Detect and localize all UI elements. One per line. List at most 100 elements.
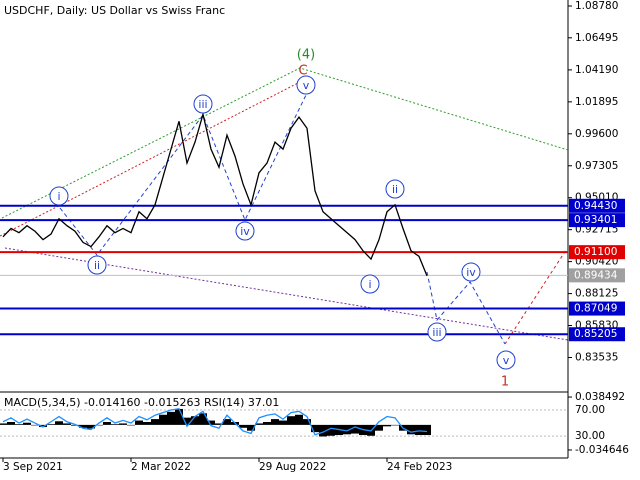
macd-bar: [167, 411, 175, 425]
wave-guide: [59, 94, 307, 256]
macd-tick-label: -0.034646: [575, 444, 629, 456]
projected-wave: [426, 271, 506, 345]
x-tick-label: 3 Sep 2021: [3, 461, 63, 473]
y-tick-label: 1.04190: [575, 64, 618, 76]
wave-circle: [427, 322, 447, 342]
wave-circle: [296, 75, 316, 95]
macd-bar: [63, 423, 71, 425]
macd-bar: [415, 424, 423, 436]
macd-bar: [247, 424, 255, 431]
wave-label: v: [503, 354, 510, 367]
macd-bar: [407, 424, 415, 435]
wave-circle: [360, 274, 380, 294]
projected-rebound: [504, 249, 567, 345]
wave-circle: [235, 221, 255, 241]
macd-bar: [7, 421, 15, 425]
macd-bar: [135, 420, 143, 425]
wave-label: i: [368, 278, 371, 291]
y-tick-label: 0.83535: [575, 351, 618, 363]
level-box: [569, 213, 625, 228]
macd-bar: [111, 424, 119, 425]
wave-circle: [49, 186, 69, 206]
indicator-title: MACD(5,34,5) -0.014160 -0.015263 RSI(14)…: [4, 396, 279, 409]
level-box: [569, 268, 625, 283]
macd-tick-label: 0.038492: [575, 391, 625, 403]
x-tick-label: 29 Aug 2022: [259, 461, 326, 473]
macd-bar: [263, 421, 271, 425]
y-tick-label: 0.88125: [575, 288, 618, 300]
wave-label: (4): [297, 48, 315, 63]
level-box: [569, 198, 625, 213]
macd-bar: [303, 419, 311, 425]
level-box: [569, 301, 625, 316]
rsi-tick-label: 70.00: [575, 404, 605, 416]
macd-bar: [295, 414, 303, 425]
macd-bar: [223, 419, 231, 425]
macd-bar: [311, 424, 319, 433]
wave-label: iv: [466, 266, 476, 279]
level-label: 0.93401: [574, 214, 617, 226]
level-label: 0.87049: [574, 303, 617, 315]
macd-bar: [391, 424, 399, 426]
macd-bar: [127, 424, 135, 426]
red-trendline: [0, 81, 301, 237]
wave-label: iii: [432, 326, 441, 339]
macd-bar: [199, 413, 207, 425]
macd-bar: [151, 419, 159, 425]
y-tick-label: 1.08780: [575, 0, 618, 12]
wave-circle: [193, 94, 213, 114]
macd-bar: [239, 424, 247, 428]
purple-trendline: [4, 247, 569, 341]
macd-bar: [351, 424, 359, 434]
wave-label: iv: [240, 225, 250, 238]
x-tick-label: 24 Feb 2023: [387, 461, 452, 473]
macd-bar: [31, 424, 39, 426]
macd-bar: [207, 420, 215, 425]
wave-circle: [461, 262, 481, 282]
macd-bar: [183, 417, 191, 425]
y-tick-label: 1.01895: [575, 96, 618, 108]
wave-circle: [496, 350, 516, 370]
y-tick-label: 0.97305: [575, 160, 618, 172]
x-tick-label: 2 Mar 2022: [131, 461, 191, 473]
level-label: 0.85205: [574, 328, 617, 340]
macd-bar: [271, 419, 279, 425]
green-trendline: [1, 67, 569, 219]
price-line: [2, 111, 428, 277]
y-tick-label: 1.06495: [575, 32, 618, 44]
macd-bar: [87, 424, 95, 429]
level-box: [569, 245, 625, 260]
y-tick-label: 0.99600: [575, 128, 618, 140]
macd-bar: [71, 424, 79, 426]
rsi-tick-label: 30.00: [575, 430, 605, 442]
level-label: 0.89434: [574, 269, 618, 281]
macd-bar: [383, 424, 391, 427]
macd-bar: [255, 423, 263, 425]
macd-bar: [159, 414, 167, 425]
macd-bar: [143, 421, 151, 425]
macd-bar: [175, 408, 183, 425]
macd-bar: [119, 423, 127, 425]
macd-bar: [0, 423, 7, 425]
wave-label: i: [57, 190, 60, 203]
wave-label: ii: [392, 183, 398, 196]
macd-bar: [215, 423, 223, 425]
macd-bar: [191, 416, 199, 425]
macd-bar: [319, 424, 327, 437]
macd-bar: [327, 424, 335, 436]
macd-bar: [23, 422, 31, 425]
macd-bar: [343, 424, 351, 435]
macd-bar: [95, 424, 103, 426]
macd-bar: [15, 424, 23, 425]
rsi-line: [2, 407, 428, 436]
macd-bar: [39, 424, 47, 428]
wave-circle: [385, 179, 405, 199]
chart-title: USDCHF, Daily: US Dollar vs Swiss Franc: [4, 4, 225, 17]
macd-bar: [375, 424, 383, 431]
wave-label: ii: [94, 259, 100, 272]
macd-bar: [423, 424, 431, 436]
macd-bar: [55, 421, 63, 425]
wave-label: 1: [501, 375, 509, 390]
